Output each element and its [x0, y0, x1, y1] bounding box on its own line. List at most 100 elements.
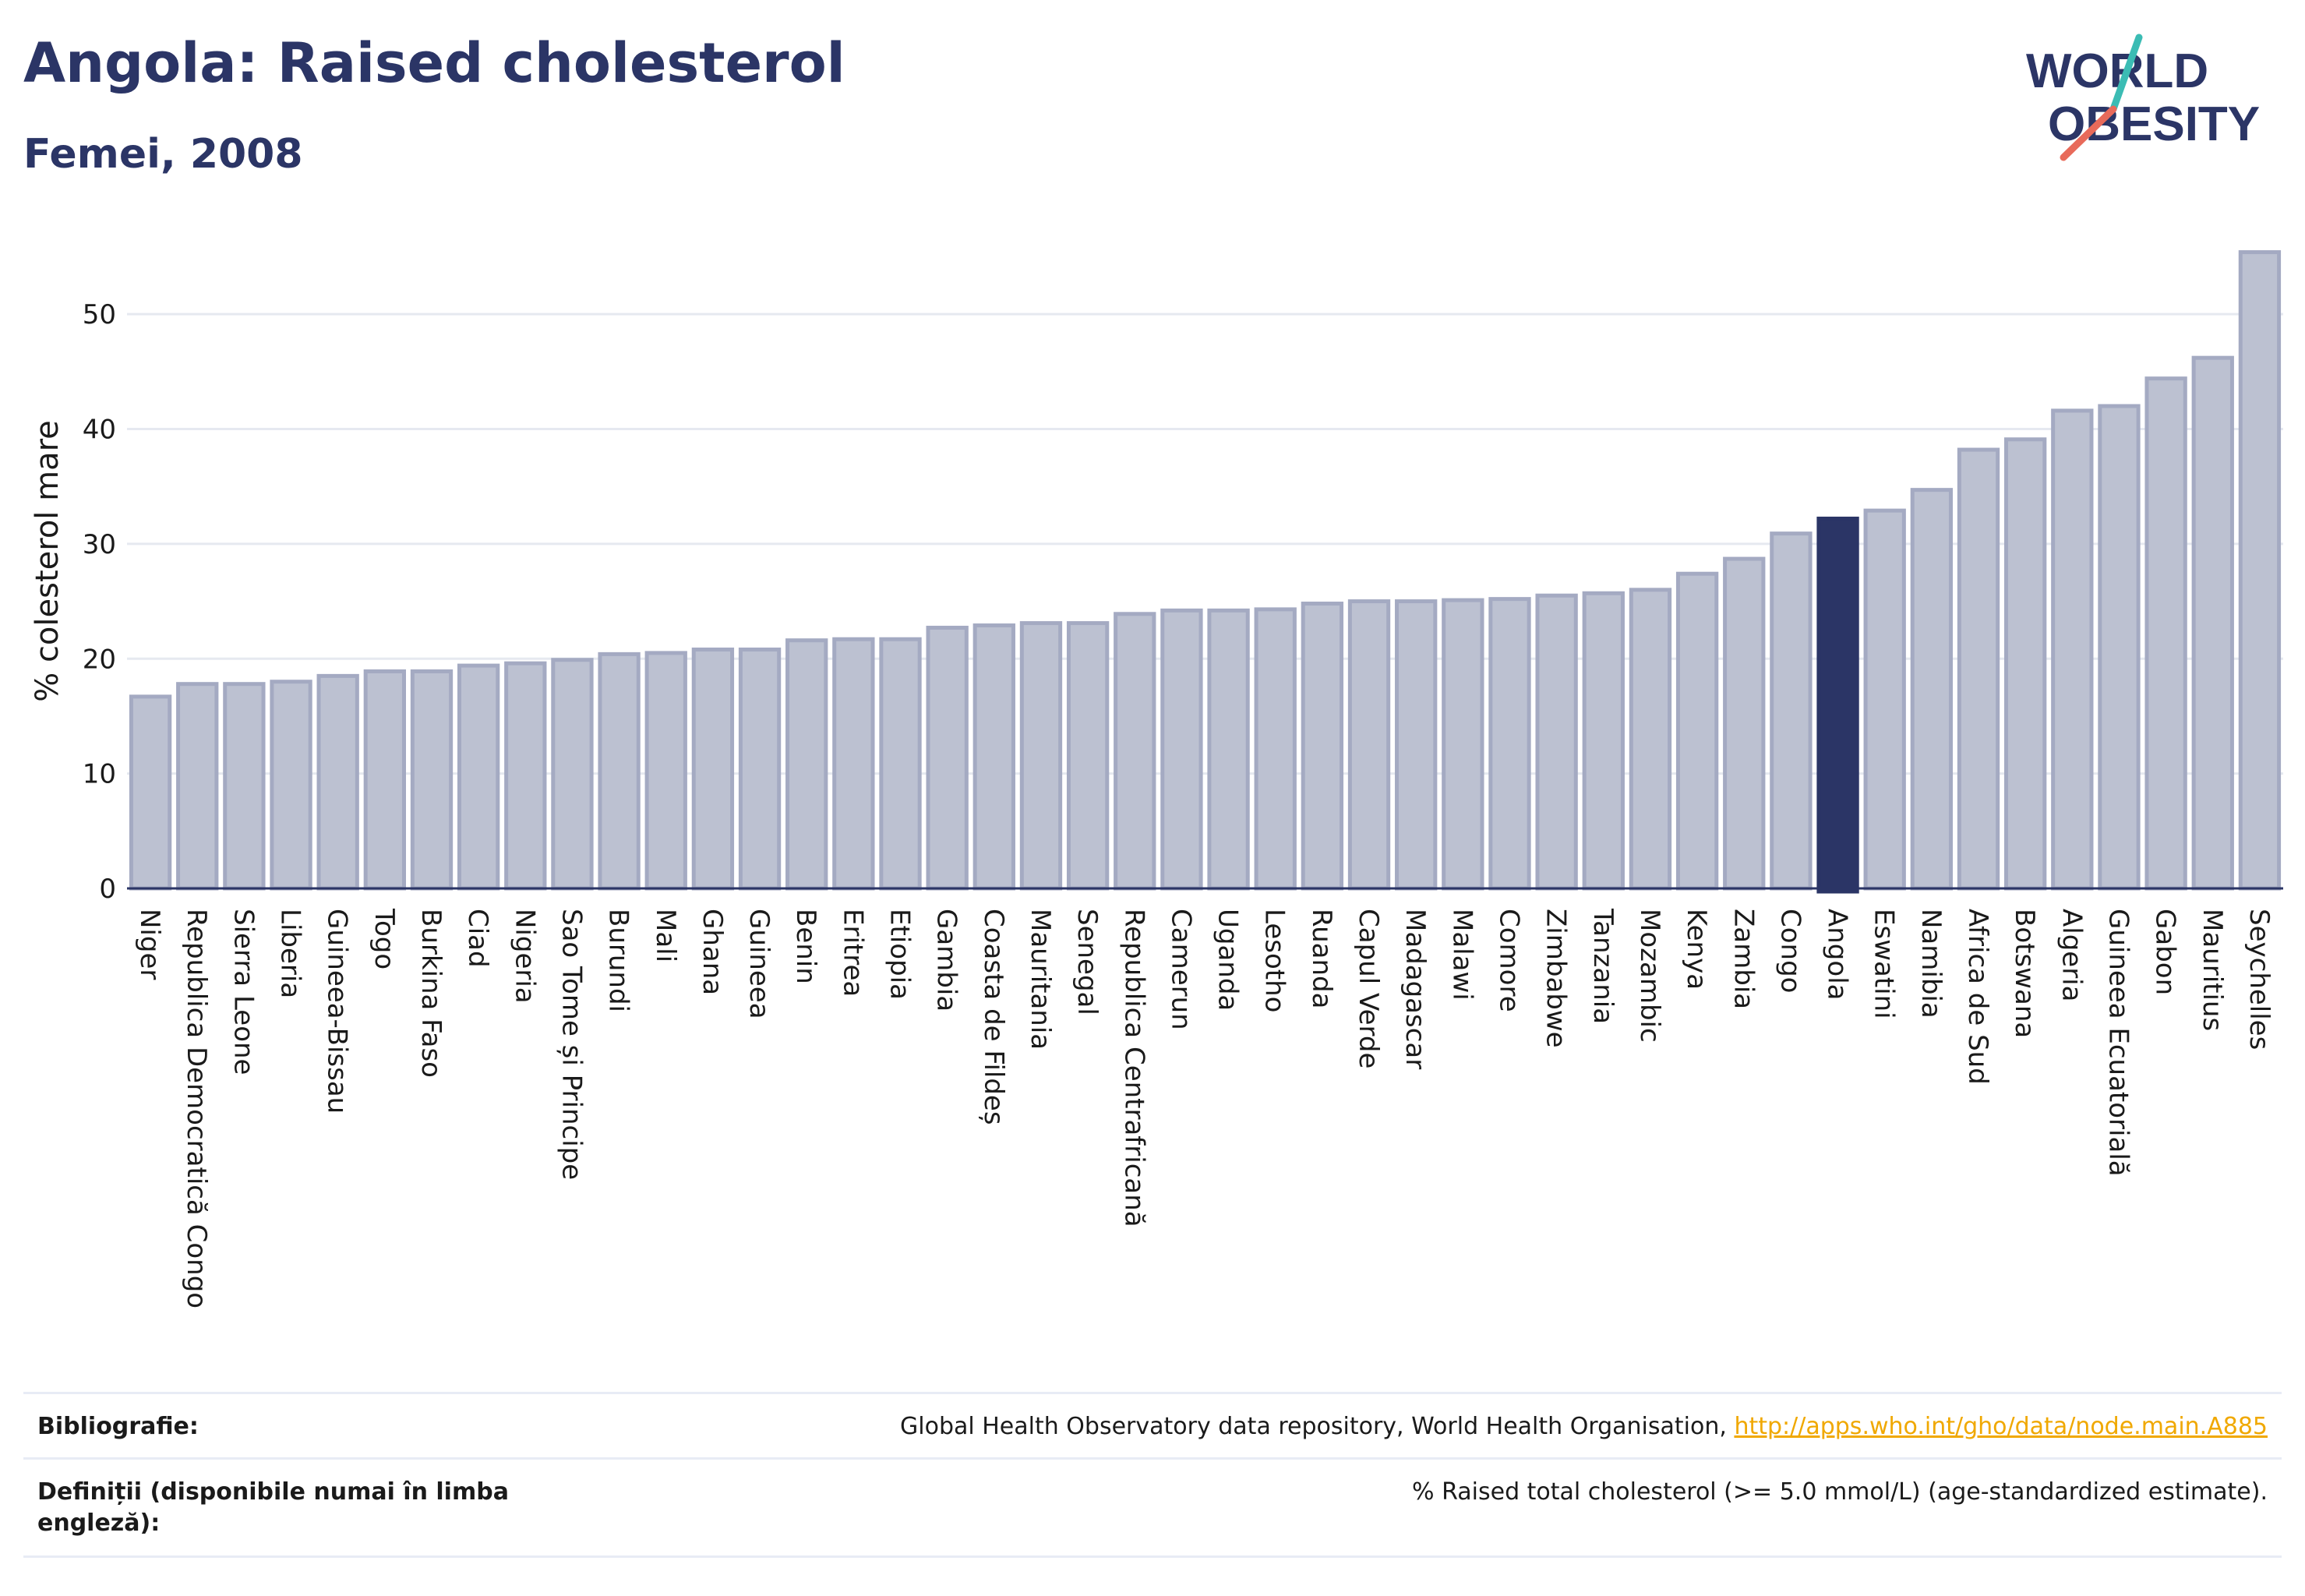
definitions-label: Definiții (disponibile numai în limba en…	[37, 1478, 509, 1537]
bar-capul-verde	[1347, 599, 1391, 891]
x-tick-label: Nigeria	[509, 909, 540, 1004]
bar-namibia	[1910, 488, 1954, 891]
x-tick-label: Benin	[790, 909, 821, 984]
bar-algeria	[2051, 408, 2094, 891]
x-tick-label: Malawi	[1446, 909, 1477, 1001]
bar-nigeria	[504, 661, 547, 891]
x-tick-label: Tanzania	[1587, 908, 1618, 1024]
x-tick-label: Ruanda	[1306, 909, 1337, 1008]
bar-sao-tome-i-principe	[551, 658, 594, 891]
x-tick-label: Ghana	[697, 909, 728, 995]
y-tick-labels: 0 10 20 30 40 50	[83, 299, 116, 905]
y-tick-label: 30	[83, 529, 116, 560]
bar-gabon	[2144, 376, 2187, 891]
bar-zimbabwe	[1535, 593, 1578, 891]
y-tick-label: 20	[83, 644, 116, 675]
x-tick-label: Congo	[1774, 909, 1806, 993]
bar-mali	[644, 651, 687, 891]
x-tick-label: Mali	[650, 909, 681, 962]
x-tick-label: Sao Tome și Principe	[556, 909, 587, 1180]
bar-mauritania	[1019, 621, 1063, 891]
x-tick-label: Etiopia	[884, 909, 916, 1000]
x-tick-label: Gabon	[2150, 909, 2181, 995]
bar-guineea	[738, 647, 782, 891]
footer-bottom-divider	[23, 1555, 2282, 1558]
bar-congo	[1770, 531, 1813, 891]
y-axis-title: % colesterol mare	[30, 420, 65, 702]
x-tick-label: Guineea	[743, 909, 775, 1019]
bar-tanzania	[1582, 591, 1625, 891]
bar-lesotho	[1254, 607, 1297, 891]
x-tick-label: Madagascar	[1400, 909, 1431, 1069]
x-tick-label: Uganda	[1213, 909, 1244, 1011]
bar-africa-de-sud	[1957, 447, 2000, 891]
x-tick-label: Liberia	[275, 909, 306, 998]
x-tick-label: Angola	[1822, 909, 1853, 1000]
bar-malawi	[1442, 598, 1484, 891]
bibliography-row: Bibliografie: Global Health Observatory …	[23, 1392, 2282, 1460]
bar-camerun	[1160, 608, 1203, 891]
x-tick-label: Comore	[1493, 909, 1524, 1012]
page-title: Angola: Raised cholesterol	[23, 31, 845, 95]
bars	[129, 250, 2282, 894]
logo-slash-teal	[2109, 34, 2143, 113]
x-tick-label: Botswana	[2009, 909, 2040, 1038]
x-tick-label: Mauritius	[2197, 909, 2228, 1031]
page-subtitle: Femei, 2008	[23, 131, 303, 178]
x-tick-label: Niger	[134, 909, 165, 980]
bar-republica-centrafrican-	[1114, 612, 1156, 891]
bar-benin	[785, 638, 828, 891]
x-tick-label: Togo	[369, 908, 400, 969]
bar-botswana	[2004, 437, 2047, 891]
bibliography-link[interactable]: http://apps.who.int/gho/data/node.main.A…	[1734, 1413, 2268, 1440]
bar-kenya	[1675, 571, 1719, 891]
x-tick-label: Sierra Leone	[228, 909, 259, 1075]
x-tick-label: Zambia	[1728, 909, 1759, 1009]
bar-guineea-bissau	[316, 673, 359, 891]
world-obesity-logo: WORLD OBESITY	[2026, 34, 2260, 161]
x-tick-label: Seychelles	[2243, 909, 2275, 1050]
y-tick-label: 50	[83, 299, 116, 330]
x-tick-label: Namibia	[1915, 909, 1947, 1019]
x-tick-label: Eswatini	[1869, 909, 1900, 1019]
logo-slash-coral	[2060, 105, 2117, 161]
bar-seychelles	[2238, 250, 2282, 891]
x-tick-label: Burkina Faso	[415, 909, 447, 1078]
bibliography-label: Bibliografie:	[37, 1413, 199, 1440]
bar-chart: 0 10 20 30 40 50 Niger Republica Democratică C…	[30, 250, 2283, 1308]
bar-gambia	[926, 625, 969, 891]
y-tick-label: 0	[99, 874, 116, 905]
x-tick-label: Africa de Sud	[1962, 909, 1993, 1085]
x-tick-label: Gambia	[931, 909, 962, 1012]
bar-burkina-faso	[410, 669, 454, 891]
x-tick-label: Zimbabwe	[1541, 909, 1572, 1048]
y-tick-label: 10	[83, 759, 116, 790]
bar-etiopia	[879, 637, 922, 891]
x-tick-label: Eritrea	[837, 909, 868, 997]
x-tick-label: Capul Verde	[1353, 909, 1384, 1068]
bar-madagascar	[1395, 599, 1438, 891]
x-tick-label: Republica Centrafricană	[1118, 909, 1149, 1227]
x-tick-label: Kenya	[1681, 909, 1712, 990]
bar-sierra-leone	[223, 682, 266, 891]
bar-mauritius	[2191, 355, 2234, 891]
bar-niger	[129, 694, 172, 891]
x-tick-label: Mozambic	[1634, 909, 1665, 1043]
x-tick-label: Lesotho	[1259, 909, 1290, 1012]
x-tick-labels: Niger Republica Democratică Congo Sierra L…	[134, 908, 2275, 1308]
x-tick-label: Burundi	[603, 909, 634, 1012]
bar-republica-democratic-congo	[176, 682, 219, 891]
x-tick-label: Camerun	[1165, 909, 1196, 1030]
x-tick-label: Algeria	[2056, 909, 2087, 1001]
bar-liberia	[270, 680, 312, 891]
bar-ciad	[457, 663, 500, 891]
bar-ghana	[691, 647, 735, 891]
bar-comore	[1488, 597, 1531, 891]
bar-senegal	[1066, 621, 1110, 891]
definitions-value: % Raised total cholesterol (>= 5.0 mmol/…	[1412, 1478, 2268, 1506]
bibliography-value: Global Health Observatory data repositor…	[900, 1411, 2268, 1442]
bar-eswatini	[1863, 508, 1906, 891]
x-tick-label: Guineea-Bissau	[322, 909, 353, 1114]
bar-angola	[1816, 516, 1859, 894]
definitions-row: Definiții (disponibile numai în limba en…	[23, 1457, 2282, 1558]
